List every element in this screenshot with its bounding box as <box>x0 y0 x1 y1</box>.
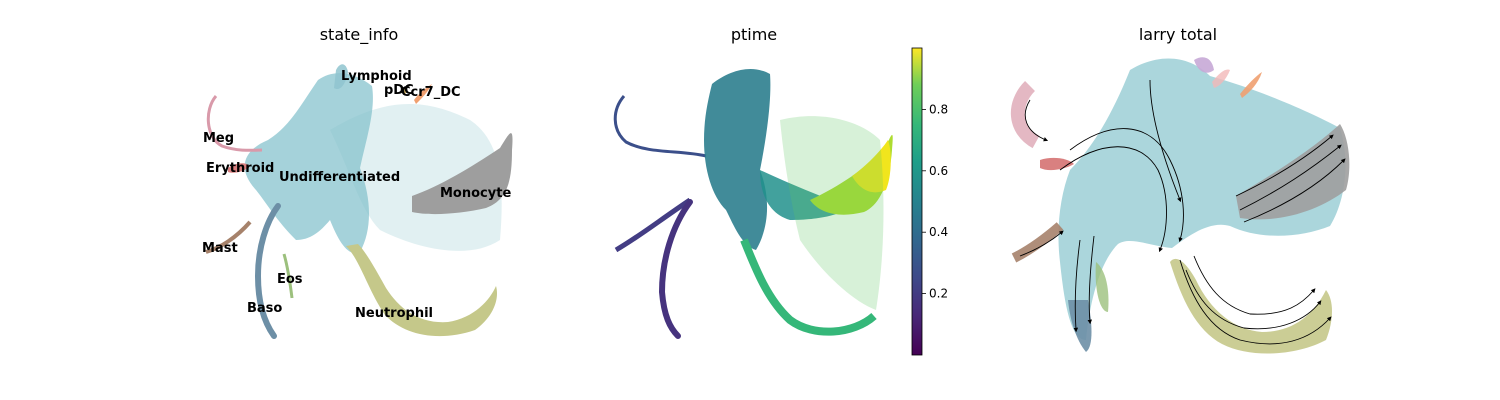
colorbar-tick-label: 0.4 <box>929 225 948 239</box>
cluster-baso <box>254 203 281 339</box>
cluster-eos <box>282 253 294 299</box>
label-monocyte: Monocyte <box>440 186 511 201</box>
streamline <box>1239 144 1342 211</box>
cluster-undifferentiated-spray <box>330 103 502 251</box>
panel-state-info: state_info Lymphoid pDC Ccr7_DC Meg Eryt… <box>202 25 513 339</box>
cluster-pdc <box>401 88 408 95</box>
panel-larry-total: larry total <box>1010 25 1350 354</box>
larry-cloud-pink <box>1212 69 1230 88</box>
streamline <box>1235 134 1334 197</box>
label-erythroid: Erythroid <box>206 161 274 176</box>
larry-cloud-monocyte <box>1236 124 1350 220</box>
larry-cloud-eos <box>1095 262 1109 312</box>
label-meg: Meg <box>203 131 234 146</box>
streamline <box>1193 255 1316 315</box>
ptime-stem <box>658 199 693 339</box>
streamline <box>1087 235 1095 325</box>
panel-title-ptime: ptime <box>731 25 777 44</box>
label-lymphoid: Lymphoid <box>341 69 412 84</box>
streamline <box>1149 79 1182 203</box>
colorbar-ticks: 0.2 0.4 0.6 0.8 <box>922 102 948 301</box>
streamline <box>1024 99 1049 142</box>
colorbar-tick-label: 0.6 <box>929 164 948 178</box>
larry-cloud-neutrophil <box>1170 258 1332 354</box>
cluster-meg <box>206 95 263 152</box>
larry-cloud-erythroid <box>1040 157 1074 171</box>
panel-title-larry-total: larry total <box>1139 25 1217 44</box>
panel-ptime: ptime 0.2 0.4 0.6 0.8 <box>613 25 948 356</box>
larry-cloud-dc <box>1240 72 1262 98</box>
streamline <box>1069 128 1184 243</box>
ptime-lower-loop <box>740 238 877 336</box>
ptime-late-core <box>852 140 891 193</box>
streamline <box>1073 239 1081 333</box>
cluster-erythroid <box>228 163 250 173</box>
cluster-mast <box>205 220 252 254</box>
streamline <box>1019 230 1064 257</box>
colorbar-tick-label: 0.8 <box>929 102 948 116</box>
larry-cloud-baso <box>1068 300 1092 352</box>
cluster-monocyte <box>412 133 513 215</box>
cluster-neutrophil <box>346 244 498 337</box>
ptime-early-branch <box>613 95 707 158</box>
label-baso: Baso <box>247 301 282 316</box>
streamlines <box>1019 79 1346 345</box>
colorbar <box>911 47 923 356</box>
label-mast: Mast <box>202 241 238 256</box>
cluster-lymphoid <box>334 64 348 90</box>
streamline <box>1243 158 1346 223</box>
streamline <box>1179 259 1332 345</box>
streamline <box>1185 269 1322 330</box>
label-undifferentiated: Undifferentiated <box>279 170 400 185</box>
panel-title-state-info: state_info <box>320 25 399 45</box>
larry-cloud-lymphoid <box>1194 57 1214 73</box>
label-ccr7-dc: Ccr7_DC <box>401 85 461 100</box>
cluster-ccr7-dc <box>414 84 432 104</box>
ptime-right-spray <box>780 116 884 310</box>
larry-cloud-mast <box>1011 222 1064 263</box>
ptime-late-cloud <box>810 134 893 215</box>
ptime-left-arm <box>614 197 692 253</box>
streamline <box>1059 146 1167 253</box>
label-neutrophil: Neutrophil <box>355 306 433 321</box>
ptime-core <box>704 69 771 250</box>
label-pdc: pDC <box>384 83 414 98</box>
colorbar-tick-label: 0.2 <box>929 287 948 301</box>
label-eos: Eos <box>277 272 303 287</box>
larry-cloud-meg <box>1010 81 1040 149</box>
